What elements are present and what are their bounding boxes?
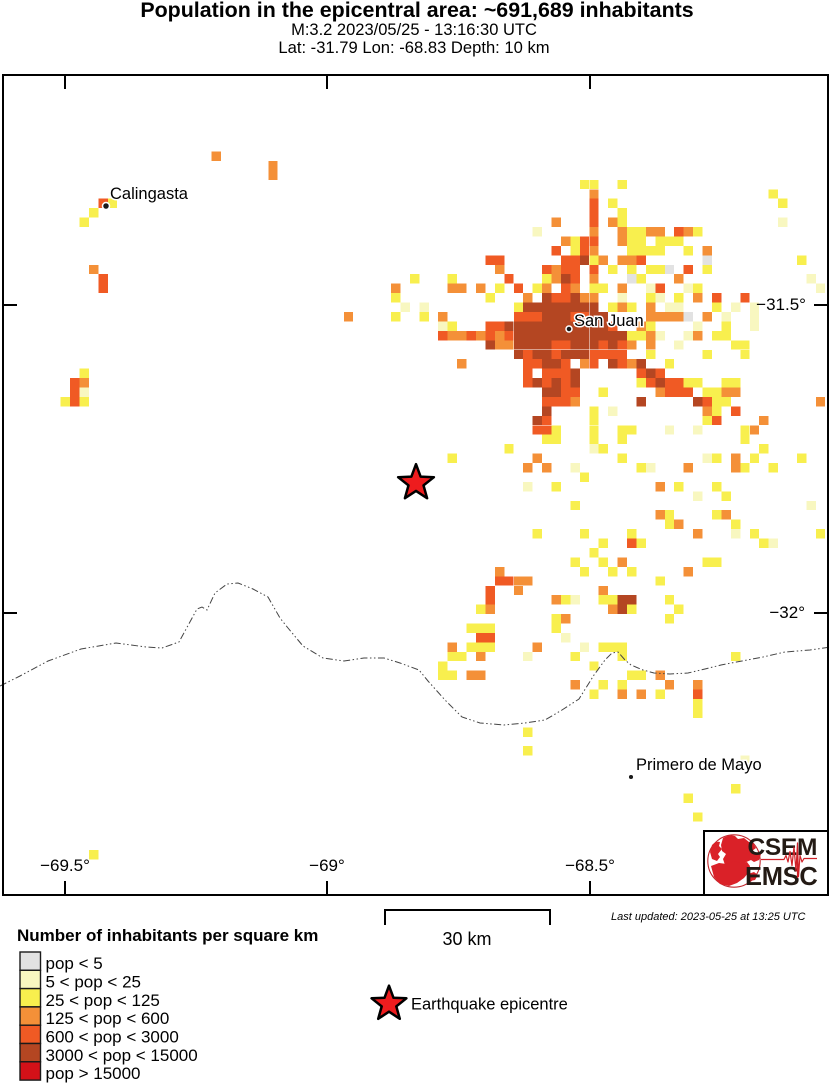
svg-text:25 < pop < 125: 25 < pop < 125 <box>46 991 160 1010</box>
svg-text:pop < 5: pop < 5 <box>46 954 103 973</box>
svg-text:Number of inhabitants per squa: Number of inhabitants per square km <box>17 926 318 945</box>
svg-text:30 km: 30 km <box>442 929 491 949</box>
svg-text:San Juan: San Juan <box>574 312 644 330</box>
svg-text:Population in the epicentral a: Population in the epicentral area: ~691,… <box>140 0 693 22</box>
svg-text:EMSC: EMSC <box>745 863 817 891</box>
svg-text:CSEM: CSEM <box>748 834 818 861</box>
svg-text:Lat: -31.79 Lon: -68.83 Depth:: Lat: -31.79 Lon: -68.83 Depth: 10 km <box>278 38 549 57</box>
svg-text:pop > 15000: pop > 15000 <box>46 1064 141 1083</box>
svg-text:5 < pop < 25: 5 < pop < 25 <box>46 973 141 992</box>
svg-text:−32°: −32° <box>769 603 805 622</box>
svg-text:Earthquake epicentre: Earthquake epicentre <box>411 996 568 1014</box>
svg-text:Last updated: 2023-05-25 at 13: Last updated: 2023-05-25 at 13:25 UTC <box>611 911 806 923</box>
svg-text:M:3.2 2023/05/25 - 13:16:30 UT: M:3.2 2023/05/25 - 13:16:30 UTC <box>291 21 537 39</box>
svg-text:3000 < pop < 15000: 3000 < pop < 15000 <box>46 1046 198 1065</box>
svg-text:−69.5°: −69.5° <box>40 856 90 875</box>
svg-text:125 < pop < 600: 125 < pop < 600 <box>46 1009 170 1028</box>
svg-text:−31.5°: −31.5° <box>756 295 806 314</box>
svg-text:−69°: −69° <box>309 856 345 875</box>
svg-text:−68.5°: −68.5° <box>565 856 615 875</box>
svg-text:Calingasta: Calingasta <box>110 185 189 203</box>
svg-text:600 < pop < 3000: 600 < pop < 3000 <box>46 1028 179 1047</box>
svg-text:Primero de Mayo: Primero de Mayo <box>636 756 762 774</box>
